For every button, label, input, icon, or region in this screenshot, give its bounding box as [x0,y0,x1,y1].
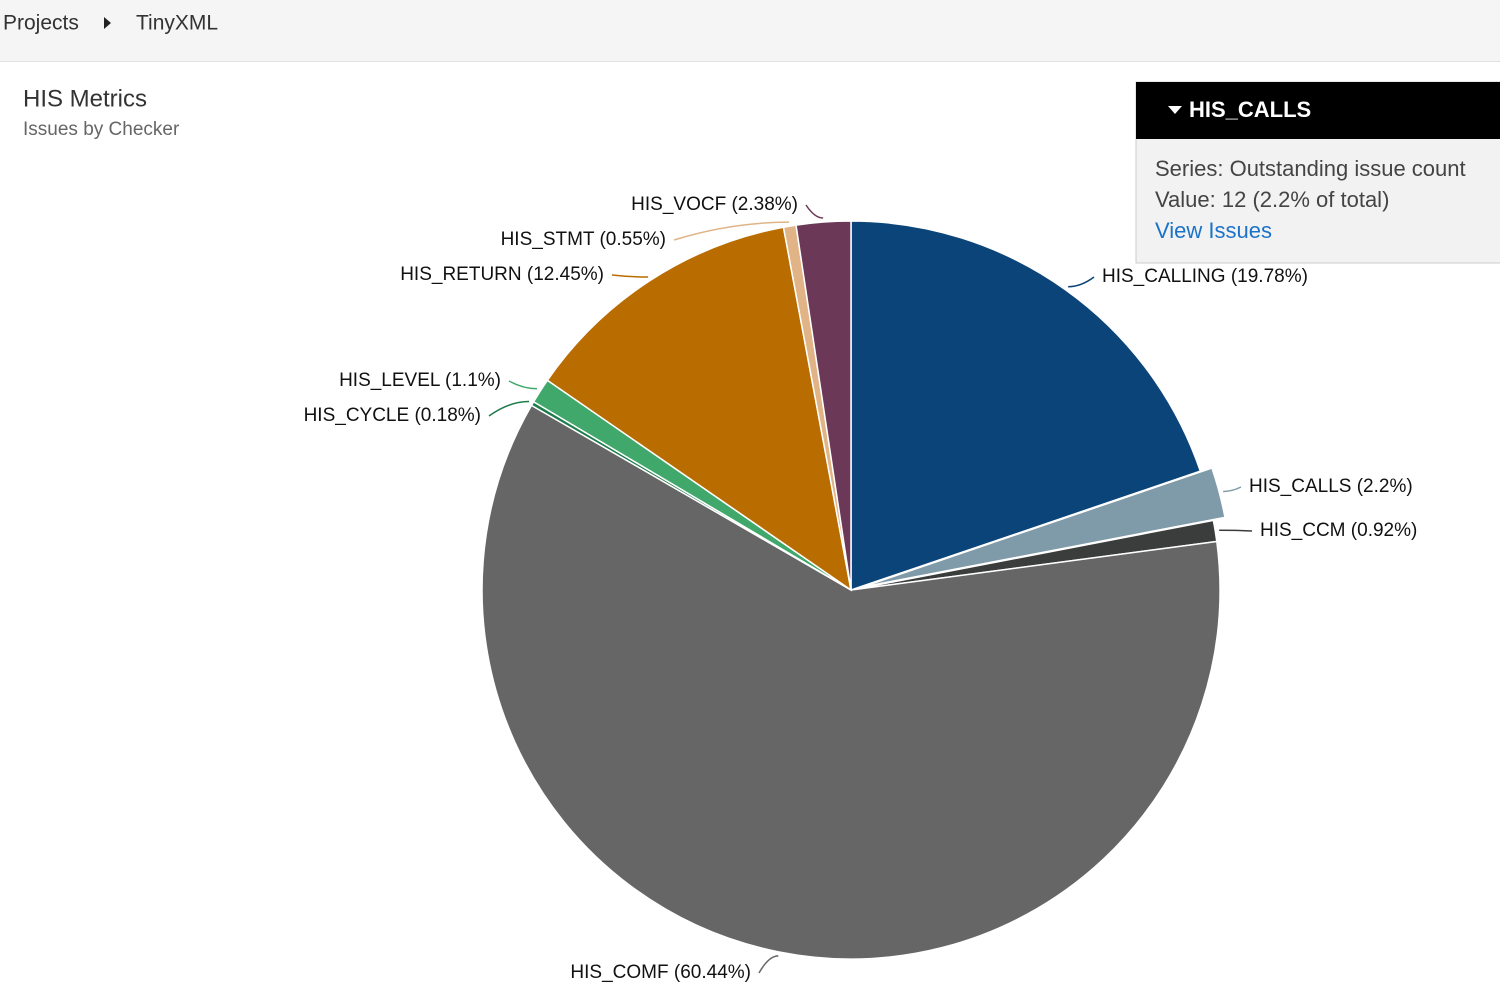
slice-category: HIS_CALLING [1102,266,1226,287]
label-connector [673,221,790,241]
label-connector [758,955,779,974]
slice-label: HIS_CCM (0.92%) [1260,520,1417,541]
slice-category: HIS_COMF [570,962,668,983]
tooltip-value: Value: 12 (2.2% of total) [1155,187,1389,212]
slice-label: HIS_LEVEL (1.1%) [339,370,501,391]
tooltip-header [1136,82,1500,139]
slice-value-label: (2.38%) [731,194,798,215]
slice-category: HIS_VOCF [631,194,726,215]
slice-value-label: (12.45%) [527,264,604,285]
slice-value-label: (19.78%) [1231,266,1308,287]
slice-value-label: (0.92%) [1351,520,1418,541]
tooltip-series: Series: Outstanding issue count [1155,156,1466,181]
breadcrumb-bar [0,0,1500,61]
pie-slice [850,220,1202,592]
slice-category: HIS_RETURN [400,264,521,285]
slice-label: HIS_CYCLE (0.18%) [304,405,481,426]
slice-label: HIS_STMT (0.55%) [501,229,666,250]
breadcrumb-link[interactable]: Projects [3,12,79,35]
breadcrumb-separator [104,17,111,29]
tooltip: HIS_CALLS Series: Outstanding issue coun… [1135,81,1500,264]
slice-value-label: (0.55%) [599,229,666,250]
slice-value-label: (0.18%) [414,405,481,426]
slice-value-label: (2.2%) [1357,476,1413,497]
pie-slice [795,220,852,591]
breadcrumb-current: TinyXML [136,12,218,35]
pie-slice [546,226,853,592]
label-connector [1223,486,1242,493]
pie-slice [862,467,1226,588]
slice-label: HIS_VOCF (2.38%) [631,194,798,215]
slice-label: HIS_CALLS (2.2%) [1249,476,1413,497]
slice-value-label: (1.1%) [445,370,501,391]
pie-slice [481,404,1221,960]
slice-category: HIS_LEVEL [339,370,440,391]
label-connector [1219,529,1253,532]
pie: HIS_CALLING (19.78%)HIS_CALLS (2.2%)HIS_… [304,194,1418,983]
chart-subtitle: Issues by Checker [23,119,180,140]
slice-value-label: (60.44%) [674,962,751,983]
chart-title: HIS Metrics [23,85,147,112]
tooltip-caret [1168,106,1182,114]
tooltip-link[interactable]: View Issues [1155,218,1272,243]
slice-category: HIS_STMT [501,229,595,250]
slice-label: HIS_RETURN (12.45%) [400,264,604,285]
slice-category: HIS_CALLS [1249,476,1351,497]
tooltip-title: HIS_CALLS [1189,97,1311,122]
label-connector [488,400,530,417]
slice-category: HIS_CCM [1260,520,1346,541]
slice-category: HIS_CYCLE [304,405,410,426]
label-connector [805,204,824,219]
label-connector [1068,276,1095,288]
label-connector [611,274,649,278]
label-connector [508,380,537,390]
slice-label: HIS_COMF (60.44%) [570,962,751,983]
slice-label: HIS_CALLING (19.78%) [1102,266,1308,287]
